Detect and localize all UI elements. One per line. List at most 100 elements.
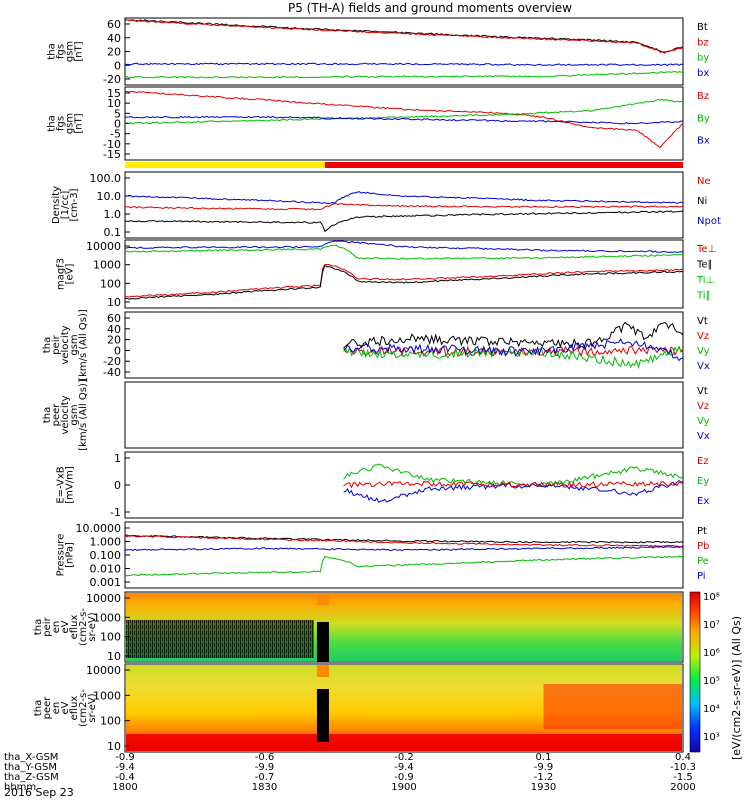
x-axis-value: -0.9 [115, 752, 135, 763]
legend-entry: Pb [697, 541, 709, 552]
y-tick-label: 40 [107, 323, 121, 336]
x-axis-value: 1930 [531, 782, 556, 793]
legend-entry: Vz [697, 331, 709, 342]
legend-entry: Vt [697, 316, 708, 327]
panel-mode_bar [125, 162, 683, 168]
y-axis-label: eflux [69, 615, 80, 640]
y-axis-label: Density [51, 186, 62, 224]
x-axis-value: -0.2 [394, 752, 414, 763]
legend-entry: Vt [697, 386, 708, 397]
x-axis-value: -0.9 [394, 772, 414, 783]
x-axis-value: 0.1 [536, 752, 552, 763]
legend-entry: Vy [697, 416, 710, 427]
colorbar-tick-label: 10⁵ [703, 676, 720, 687]
colorbar-tick-label: 10⁴ [703, 704, 720, 715]
y-axis-label: tha [47, 115, 58, 131]
x-axis-value: -9.4 [394, 762, 414, 773]
y-tick-label: -5 [110, 128, 121, 141]
legend-entry: by [697, 53, 709, 64]
y-axis-label: [km/s (All Qs)] [78, 379, 89, 451]
legend-entry: Vz [697, 401, 709, 412]
spectrogram-gap-top [316, 665, 329, 677]
panel-density: 100.0 10.0 1.0 0.1 Density[1/cc][cm-3] Ne Ni Np… [51, 171, 721, 239]
y-axis-label: [eV] [65, 264, 76, 285]
y-axis-label: tha [33, 619, 44, 635]
y-axis-label: tha [47, 43, 58, 59]
y-axis-label: [nPa] [65, 542, 76, 568]
x-axis-value: -9.9 [255, 762, 275, 773]
y-tick-label: 0.100 [90, 549, 122, 562]
y-axis-label: eV [60, 620, 71, 633]
y-axis-label: (cm2-s- [78, 608, 89, 646]
legend-entry: Vy [697, 346, 710, 357]
y-axis-label: eflux [69, 696, 80, 721]
x-axis-value: 1830 [252, 782, 277, 793]
y-axis-label: en [51, 621, 62, 634]
y-axis-label: [1/cc] [60, 191, 71, 220]
y-tick-label: 100 [100, 277, 121, 290]
legend-entry: Bz [697, 91, 709, 102]
y-tick-label: 0 [114, 118, 121, 131]
x-axis-value: -0.7 [255, 772, 275, 783]
x-axis-row-label: tha_Z-GSM [4, 772, 59, 783]
mode-bar-segment [324, 162, 683, 168]
x-axis-value: -10.3 [670, 762, 696, 773]
panel-frame [124, 521, 684, 589]
spectrogram-red-band [126, 734, 682, 750]
panel-frame [124, 663, 684, 753]
legend-entry: Ni [697, 196, 707, 207]
legend-entry: Bt [697, 22, 708, 33]
legend-entry: Pt [697, 526, 707, 537]
y-tick-label: 10000 [86, 664, 121, 677]
colorbar-tick-label: 10³ [703, 732, 720, 743]
legend-entry: Te∥ [696, 260, 713, 271]
y-axis-label: peir [51, 334, 62, 354]
colorbar-tick-label: 10⁶ [703, 648, 720, 659]
y-tick-label: 10000 [86, 240, 121, 253]
legend-entry: Npot [697, 216, 721, 227]
series-line [124, 210, 684, 233]
x-axis-value: -0.6 [255, 752, 275, 763]
y-tick-label: -1 [110, 506, 121, 519]
series-line [124, 19, 684, 53]
y-axis-label: (cm2-s- [78, 689, 89, 727]
y-tick-label: 100 [100, 715, 121, 728]
x-axis-value: -1.5 [673, 772, 693, 783]
panel-temperature: 10000 1000 100 10 magf3[eV] Te⊥ Te∥ Ti⊥ Ti∥ [56, 239, 716, 309]
legend-entry: Vx [697, 431, 710, 442]
legend-entry: Bx [697, 136, 710, 147]
mode-bar-segment [125, 162, 325, 168]
y-tick-label: 10.0 [97, 190, 122, 203]
y-tick-label: -15 [103, 148, 121, 161]
y-tick-label: 0.010 [90, 563, 122, 576]
y-tick-label: 20 [107, 46, 121, 59]
x-axis-value: -9.9 [534, 762, 554, 773]
y-axis-label: peer [51, 403, 62, 427]
y-tick-label: -20 [103, 355, 121, 368]
y-tick-label: 0 [114, 479, 121, 492]
figure-title: P5 (TH-A) fields and ground moments over… [288, 1, 572, 15]
legend-entry: By [697, 113, 710, 124]
legend-entry: Te⊥ [696, 244, 716, 255]
panel-frame [124, 86, 684, 161]
y-tick-label: 10 [107, 97, 121, 110]
y-axis-label: fgs [56, 44, 67, 59]
colorbar-gradient [689, 591, 701, 753]
series-line [124, 534, 684, 548]
y-axis-label: [nT] [74, 41, 85, 61]
legend-entry: Vx [697, 361, 710, 372]
colorbar: 10⁸ 10⁷ 10⁶ 10⁵ 10⁴ 10³ [eV/(cm2-s-sr-eV)] (A… [689, 591, 743, 760]
y-tick-label: -10 [103, 138, 121, 151]
y-axis-label: en [51, 702, 62, 715]
y-axis-label: tha [42, 407, 53, 423]
series-line [124, 90, 684, 149]
y-tick-label: 0 [114, 59, 121, 72]
panel-peer_energy_flux: 10000 1000 100 10 thapeereneVeflux(cm2-s-sr-… [33, 663, 684, 753]
x-axis-row-label: hhmm [4, 782, 36, 793]
y-axis-label: velocity [60, 325, 71, 364]
y-tick-label: 20 [107, 334, 121, 347]
